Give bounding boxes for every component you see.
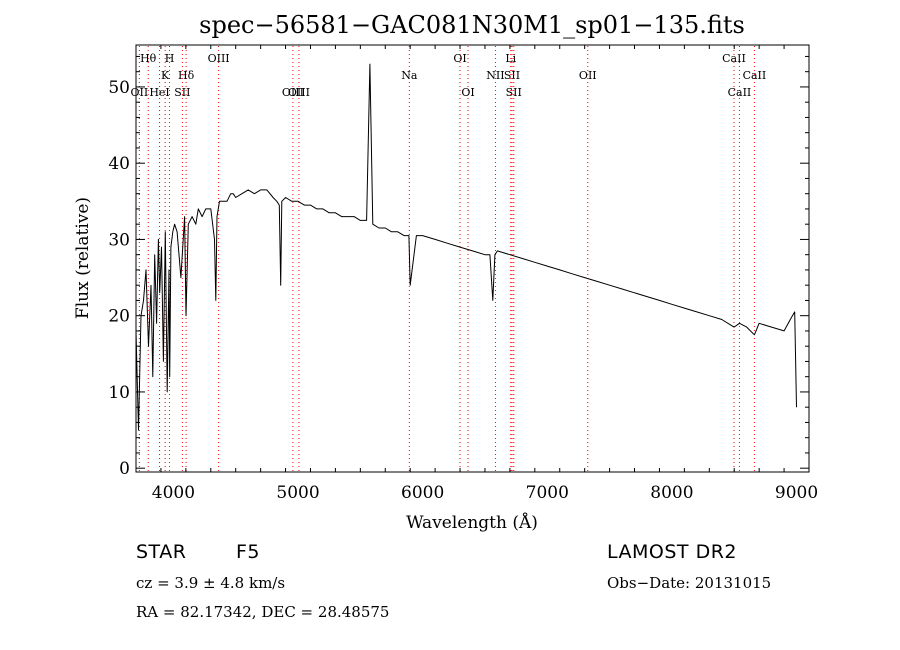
object-class: STAR [136,541,187,563]
y-tick-label: 10 [108,383,130,403]
marker-label: CaII [728,86,752,99]
x-tick-label: 8000 [650,483,693,503]
marker-label: OII [131,86,149,99]
marker-label: OIII [282,86,304,99]
marker-label: SII [506,86,522,99]
y-tick-label: 0 [119,459,130,479]
x-axis: 4000 5000 6000 7000 8000 9000 [135,45,818,503]
y-tick-label: 30 [108,230,130,250]
marker-label: OI [461,86,474,99]
spectrum-line [135,63,797,431]
x-tick-label: 4000 [152,483,195,503]
marker-label: Na [401,69,418,82]
marker-label: Li [505,52,516,65]
marker-label: H [165,52,175,65]
marker-label: SII [174,86,190,99]
marker-label: CaII [743,69,767,82]
marker-label: OII [579,69,597,82]
marker-label: HeI [149,86,169,99]
emission-line-markers: HθOIIHKHeIHδSIIOIIIOIIIOIIINaOIOINIILiSI… [131,46,767,471]
y-tick-label: 20 [108,307,130,327]
plot-frame [135,44,810,473]
marker-label: Hθ [140,52,157,65]
marker-label: OIII [208,52,230,65]
x-tick-label: 7000 [526,483,569,503]
survey-name: LAMOST DR2 [607,541,737,563]
y-tick-label: 40 [108,154,130,174]
x-axis-label: Wavelength (Å) [406,512,538,533]
marker-label: SII [504,69,520,82]
y-axis-label: Flux (relative) [73,197,93,319]
marker-label: Hδ [178,69,195,82]
marker-label: NII [486,69,504,82]
marker-label: OIII [288,86,310,99]
x-tick-label: 9000 [775,483,818,503]
redshift-cz: cz = 3.9 ± 4.8 km/s [136,574,286,592]
x-tick-label: 5000 [276,483,319,503]
series-layer [135,63,797,431]
marker-label: K [161,69,170,82]
y-axis: 0 10 20 30 40 50 [108,55,809,479]
observation-date: Obs−Date: 20131015 [607,574,772,592]
y-tick-label: 50 [108,78,130,98]
chart-title: spec−56581−GAC081N30M1_sp01−135.fits [199,11,745,39]
ra-dec-coordinates: RA = 82.17342, DEC = 28.48575 [136,603,390,621]
x-tick-label: 6000 [401,483,444,503]
object-subclass: F5 [236,541,261,563]
marker-label: OI [453,52,466,65]
marker-label: CaII [722,52,746,65]
